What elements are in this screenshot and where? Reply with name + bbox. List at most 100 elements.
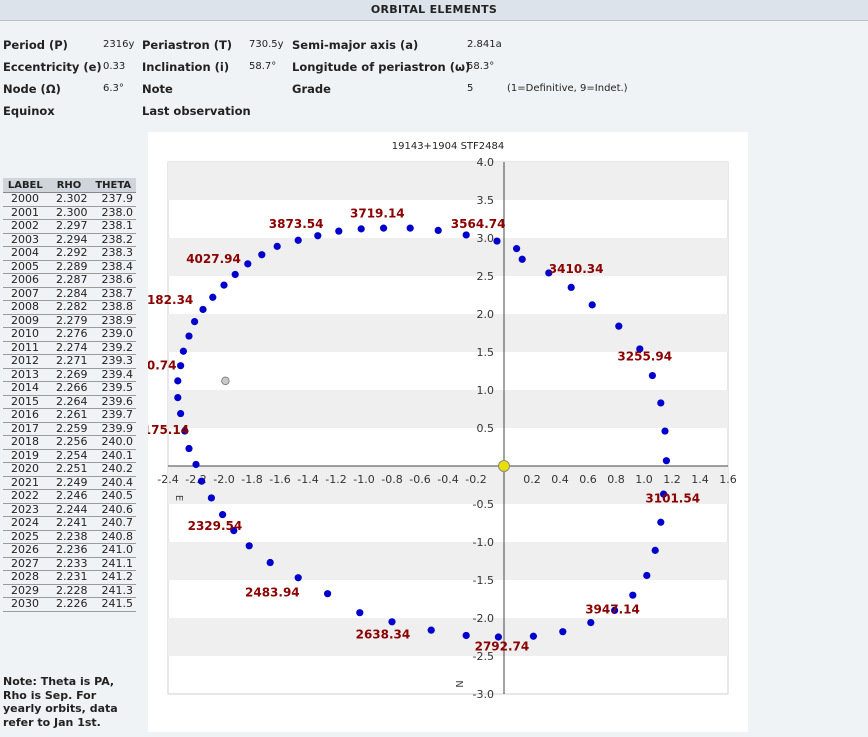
orbit-point — [185, 332, 193, 340]
theta-cell: 238.0 — [90, 206, 136, 220]
semimajor-label: Semi-major axis (a) — [292, 38, 419, 52]
rho-cell: 2.274 — [47, 341, 91, 355]
rho-cell: 2.244 — [47, 503, 91, 517]
orbit-chart: -2.4 -2.2 -2.0 -1.8 -1.6 -1.4 -1.2 -1.0 -0.8 -0.6… — [122, 132, 748, 732]
rho-cell: 2.251 — [47, 462, 91, 477]
orbit-point — [518, 255, 526, 263]
orbit-point — [174, 377, 182, 385]
orbit-point — [388, 618, 396, 626]
orbit-point — [567, 283, 575, 291]
x-tick-label: -1.0 — [353, 473, 374, 486]
rho-cell: 2.276 — [47, 327, 91, 342]
orbit-point — [657, 518, 665, 526]
year-cell: 2001 — [3, 206, 48, 220]
orbit-point — [587, 618, 595, 627]
epoch-label: 2175.14 — [148, 423, 189, 437]
rho-cell: 2.241 — [47, 516, 91, 531]
orbit-point — [662, 457, 671, 465]
y-tick-label: 0.5 — [477, 422, 495, 435]
theta-cell: 238.9 — [90, 314, 136, 328]
current-position-marker — [221, 376, 230, 386]
rho-cell: 2.282 — [47, 300, 91, 315]
orbit-point — [462, 231, 470, 239]
rho-cell: 2.261 — [47, 408, 91, 423]
table-row: 2007 2.284 238.7 — [3, 287, 136, 301]
theta-cell: 239.7 — [90, 408, 136, 423]
year-cell: 2002 — [3, 219, 48, 234]
orbit-point — [244, 260, 252, 268]
year-cell: 2017 — [3, 422, 48, 436]
x-tick-label: -1.6 — [269, 473, 290, 486]
rho-cell: 2.287 — [47, 273, 91, 288]
x-tick-label: 0.8 — [607, 473, 625, 486]
rho-cell: 2.289 — [47, 260, 91, 274]
orbit-point — [177, 362, 185, 370]
theta-cell: 241.2 — [90, 570, 136, 585]
orbit-plot-svg: -2.4 -2.2 -2.0 -1.8 -1.6 -1.4 -1.2 -1.0 -0.8 -0.6… — [122, 141, 737, 701]
epoch-label: 3719.14 — [350, 206, 405, 220]
theta-cell: 238.2 — [90, 233, 136, 247]
year-cell: 2029 — [3, 584, 48, 598]
orbit-point — [611, 606, 619, 614]
orbit-point — [559, 628, 567, 636]
orbit-point — [651, 546, 659, 554]
year-cell: 2018 — [3, 435, 48, 450]
y-tick-label: -2.0 — [473, 612, 494, 625]
orbit-point — [174, 394, 182, 402]
x-tick-label: 0.4 — [551, 473, 569, 486]
table-row: 2016 2.261 239.7 — [3, 408, 136, 423]
y-tick-label: -1.5 — [473, 574, 494, 587]
rho-cell: 2.266 — [47, 381, 91, 396]
theta-cell: 238.1 — [90, 219, 136, 234]
table-row: 2026 2.236 241.0 — [3, 543, 136, 558]
table-row: 2005 2.289 238.4 — [3, 260, 136, 274]
table-row: 2024 2.241 240.7 — [3, 516, 136, 531]
ephemeris-table: LABEL RHO THETA 2000 2.302 237.9 2001 2.300 238… — [3, 178, 136, 612]
epoch-label: 3410.34 — [549, 262, 604, 276]
orbit-point — [199, 305, 207, 314]
rho-cell: 2.279 — [47, 314, 91, 328]
table-row: 2023 2.244 240.6 — [3, 503, 136, 517]
orbit-point — [219, 511, 227, 519]
theta-cell: 237.9 — [90, 192, 136, 207]
y-tick-label: 4.0 — [477, 156, 495, 169]
longitude-periastron-label: Longitude of periastron (ω) — [292, 60, 471, 74]
node-label: Node (Ω) — [3, 82, 61, 96]
orbit-point — [406, 224, 414, 232]
table-row: 2001 2.300 238.0 — [3, 206, 136, 220]
table-row: 2010 2.276 239.0 — [3, 327, 136, 342]
theta-cell: 239.6 — [90, 395, 136, 409]
theta-cell: 240.7 — [90, 516, 136, 531]
orbit-point — [220, 281, 228, 289]
inclination-value: 58.7° — [249, 61, 277, 72]
orbit-point — [629, 591, 637, 599]
table-row: 2004 2.292 238.3 — [3, 246, 136, 261]
theta-cell: 241.1 — [90, 557, 136, 571]
y-tick-label: -1.0 — [473, 536, 494, 549]
x-tick-label: -2.0 — [213, 473, 234, 486]
grid-band — [168, 314, 728, 352]
rho-cell: 2.246 — [47, 489, 91, 504]
y-tick-label: 1.0 — [477, 384, 495, 397]
table-row: 2003 2.294 238.2 — [3, 233, 136, 247]
orbit-point — [545, 269, 553, 277]
orbit-point — [273, 242, 281, 250]
grid-band — [168, 238, 728, 276]
rho-cell: 2.236 — [47, 543, 91, 558]
year-cell: 2028 — [3, 570, 48, 585]
x-tick-label: 1.4 — [691, 473, 709, 486]
x-tick-label: 1.6 — [719, 473, 737, 486]
rho-cell: 2.297 — [47, 219, 91, 234]
rho-cell: 2.264 — [47, 395, 91, 409]
year-cell: 2010 — [3, 327, 48, 342]
theta-cell: 238.3 — [90, 246, 136, 261]
rho-cell: 2.231 — [47, 570, 91, 585]
theta-cell: 239.2 — [90, 341, 136, 355]
rho-cell: 2.292 — [47, 246, 91, 261]
y-tick-label: 1.5 — [477, 346, 495, 359]
orbit-point — [588, 301, 596, 309]
year-cell: 2003 — [3, 233, 48, 247]
orbit-point — [660, 490, 668, 498]
node-value: 6.3° — [103, 83, 124, 94]
column-header-theta: THETA — [90, 178, 136, 193]
